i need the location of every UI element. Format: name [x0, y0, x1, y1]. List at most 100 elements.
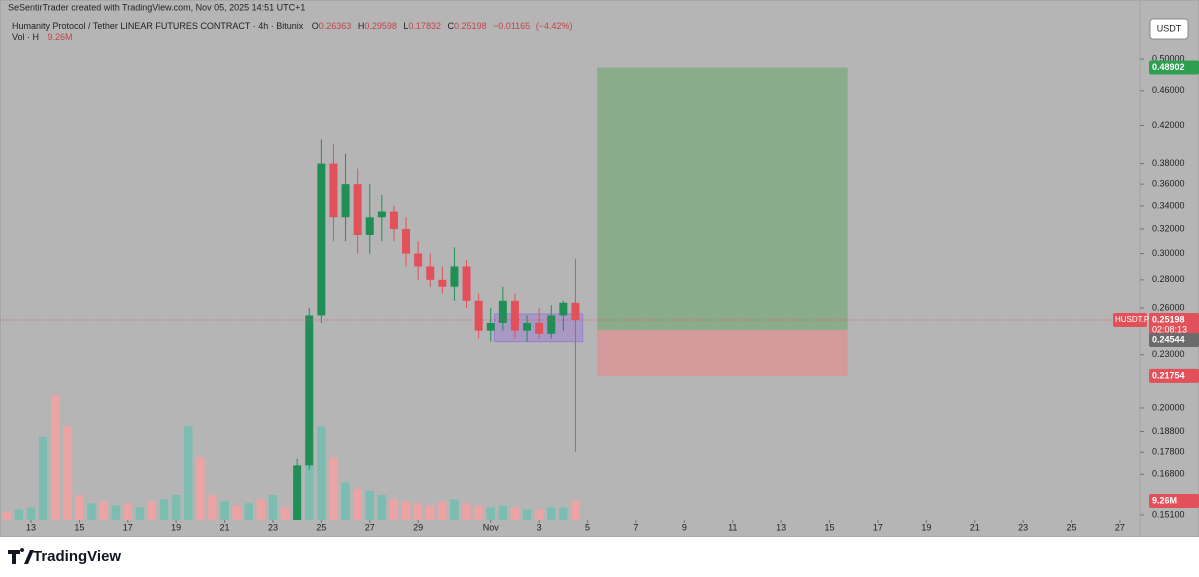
x-tick-label: 29 [413, 522, 423, 532]
volume-bar [365, 490, 374, 520]
y-tick-label: 0.16800 [1152, 469, 1185, 479]
last-price-tag-bg [1149, 312, 1199, 337]
candle-body [341, 184, 350, 218]
x-tick-label: 23 [268, 522, 278, 532]
candle-body [523, 322, 532, 331]
stop-tag: 0.21754 [1152, 370, 1185, 380]
y-tick-label: 0.34000 [1152, 200, 1185, 210]
volume-bar [280, 507, 290, 520]
volume-bar [389, 499, 399, 520]
volume-bar [196, 457, 205, 520]
change-pct: (−4.42%) [536, 21, 573, 31]
candle-body [329, 163, 338, 218]
volume-bar [353, 488, 362, 520]
volume-bar [547, 507, 556, 520]
x-tick-label: 13 [26, 522, 36, 532]
currency-button[interactable] [1149, 18, 1189, 40]
y-tick-label: 0.17800 [1152, 447, 1185, 457]
candle-body [426, 266, 435, 280]
candle-body [559, 302, 568, 316]
candle-body [438, 279, 447, 287]
x-tick-label: 19 [171, 522, 181, 532]
y-tick-label: 0.26000 [1152, 302, 1185, 312]
candle-body [414, 253, 423, 267]
volume-bar [63, 426, 72, 520]
volume-bar [510, 507, 520, 520]
symbol-line: Humanity Protocol / Tether LINEAR FUTURE… [12, 21, 572, 31]
y-tick-label: 0.30000 [1152, 248, 1185, 258]
footer-background [0, 537, 1199, 577]
x-tick-label: 17 [873, 522, 883, 532]
x-tick-label: 11 [728, 522, 737, 532]
x-tick-label: 3 [537, 522, 542, 532]
candle-body [486, 322, 495, 331]
candle-body [535, 322, 544, 334]
x-tick-label: 15 [825, 522, 835, 532]
volume-bar [401, 501, 411, 520]
volume-bar [426, 505, 435, 520]
y-tick-label: 0.15100 [1152, 509, 1185, 519]
volume-bar [171, 495, 181, 520]
volume-bar [147, 501, 157, 520]
volume-bar [87, 503, 96, 520]
x-tick-label: 13 [776, 522, 786, 532]
volume-bar [438, 501, 447, 520]
candle-body [402, 229, 411, 254]
volume-bar [26, 507, 36, 520]
volume-bar [184, 426, 193, 520]
volume-bar [559, 507, 568, 520]
ohlc-label: L [403, 21, 408, 31]
volume-tag-bg [1149, 494, 1199, 508]
profit-zone [597, 67, 848, 330]
volume-bar [329, 457, 338, 520]
y-tick-label: 0.23000 [1152, 349, 1185, 359]
volume-bar [208, 495, 217, 520]
candle-body [365, 217, 374, 235]
volume-bar [341, 482, 350, 520]
volume-bar [498, 505, 508, 520]
volume-bar [413, 503, 423, 520]
x-tick-label: 17 [123, 522, 133, 532]
target-tag-bg [1149, 60, 1199, 75]
ohlc-value: 0.29598 [364, 21, 397, 31]
ohlc-value: 0.25198 [454, 21, 487, 31]
volume-bar [571, 500, 580, 520]
ohlc-label: O [312, 21, 319, 31]
x-tick-label: 21 [970, 522, 980, 532]
volume-bar [123, 503, 133, 520]
candle-body [474, 300, 483, 331]
candle-body [462, 266, 471, 301]
volume-bar [159, 499, 169, 520]
volume-bar [522, 509, 532, 520]
volume-bar [474, 505, 483, 520]
currency-label: USDT [1157, 23, 1182, 33]
candle-body [317, 163, 326, 316]
ticker-tag: HUSDT.P [1115, 315, 1149, 324]
x-tick-label: 7 [633, 522, 638, 532]
volume-bar [50, 395, 60, 520]
y-tick-label: 0.46000 [1152, 85, 1185, 95]
y-tick-label: 0.42000 [1152, 120, 1185, 130]
change: −0.01165 [493, 21, 530, 31]
attribution: SeSentirTrader created with TradingView.… [8, 2, 305, 12]
volume-bar [256, 499, 266, 520]
candle-body [389, 211, 398, 230]
volume-bar [75, 495, 84, 520]
volume-bar [2, 511, 12, 520]
ohlc-label: C [447, 21, 454, 31]
candle-body [498, 300, 507, 323]
y-tick-label: 0.28000 [1152, 274, 1185, 284]
volume-bar [232, 505, 241, 520]
candle-body [353, 184, 362, 235]
x-tick-label: 21 [220, 522, 230, 532]
entry-tag: 0.24544 [1152, 334, 1185, 344]
candle-body [450, 266, 459, 287]
x-tick-label: 5 [585, 522, 590, 532]
y-tick-label: 0.38000 [1152, 158, 1185, 168]
y-tick-label: 0.36000 [1152, 179, 1185, 189]
x-tick-label: Nov [483, 522, 500, 532]
volume-bar [111, 505, 120, 520]
ohlc-value: 0.26363 [319, 21, 352, 31]
volume-bar [534, 509, 544, 520]
